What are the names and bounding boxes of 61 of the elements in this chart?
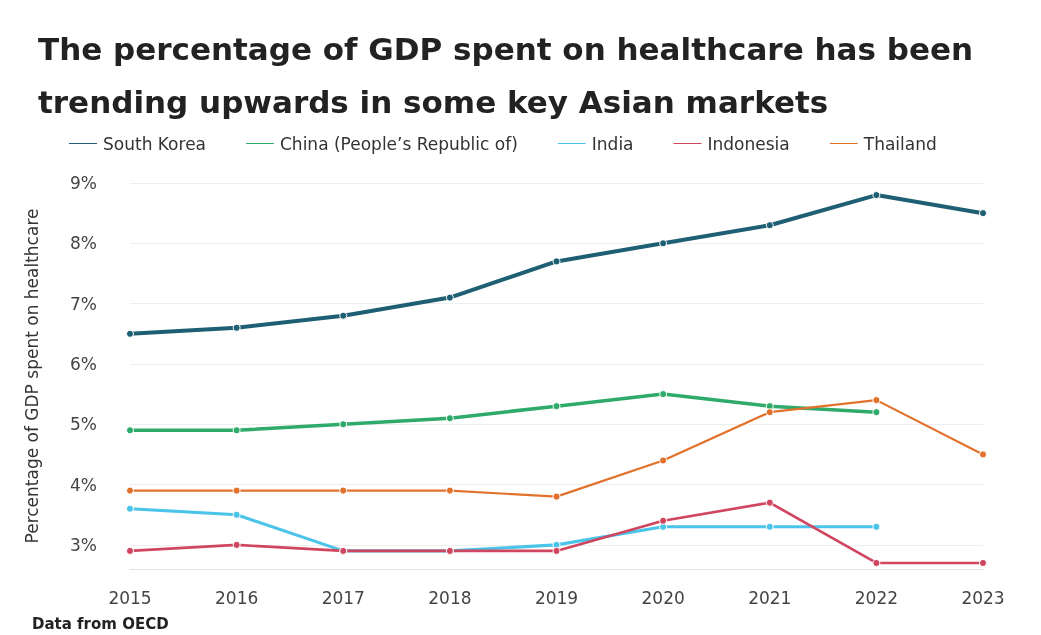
x-tick-label: 2023 [961,587,1005,608]
y-tick-label: 3% [70,534,97,555]
legend-label: Thailand [862,133,937,154]
point [445,293,454,302]
point [765,408,774,417]
y-tick-label: 5% [70,414,97,435]
point [765,498,774,507]
point [232,426,241,435]
point [126,329,134,338]
x-tick-label: 2018 [428,587,472,608]
point [765,221,774,230]
legend-label: India [591,133,634,154]
x-tick-label: 2017 [321,587,365,608]
point [339,420,348,429]
point [659,390,668,399]
point [872,191,881,200]
legend-label: South Korea [103,133,207,154]
legend-label: Indonesia [707,133,790,154]
point [232,323,241,332]
chart-title: The percentage of GDP spent on healthcare has been trending upwards in some key Asian markets [38,30,973,120]
point [552,402,561,411]
x-tick-label: 2015 [108,587,152,608]
point [445,486,454,495]
point [872,522,881,531]
point [979,450,987,459]
point [552,257,561,266]
point [659,456,668,465]
y-tick-label: 9% [70,173,97,193]
point [552,546,561,555]
point [659,516,668,525]
point [126,426,134,435]
point [445,414,454,423]
x-tick-label: 2020 [641,587,685,608]
point [979,209,987,218]
legend-label: China (People’s Republic of) [280,133,518,154]
y-tick-label: 4% [70,474,97,495]
y-tick-label: 6% [70,353,97,374]
point [339,311,348,320]
point [126,546,134,555]
text: Data from OECD [32,614,169,633]
point [552,492,561,501]
point [872,558,881,567]
point [872,396,881,405]
point [126,504,134,513]
point [126,486,134,495]
point [232,486,241,495]
x-tick-label: 2016 [214,587,259,608]
y-tick-label: 7% [70,293,97,314]
point [552,540,561,549]
x-tick-label: 2019 [534,587,579,608]
x-tick-label: 2022 [854,587,899,608]
y-tick-label: 8% [70,233,97,254]
point [872,408,881,417]
x-tick-label: 2021 [748,587,792,608]
point [232,510,241,519]
y-axis-title: Percentage of GDP spent on healthcare [21,208,42,544]
point [339,486,348,495]
point [979,558,987,567]
point [232,540,241,549]
point [659,239,668,248]
point [765,522,774,531]
